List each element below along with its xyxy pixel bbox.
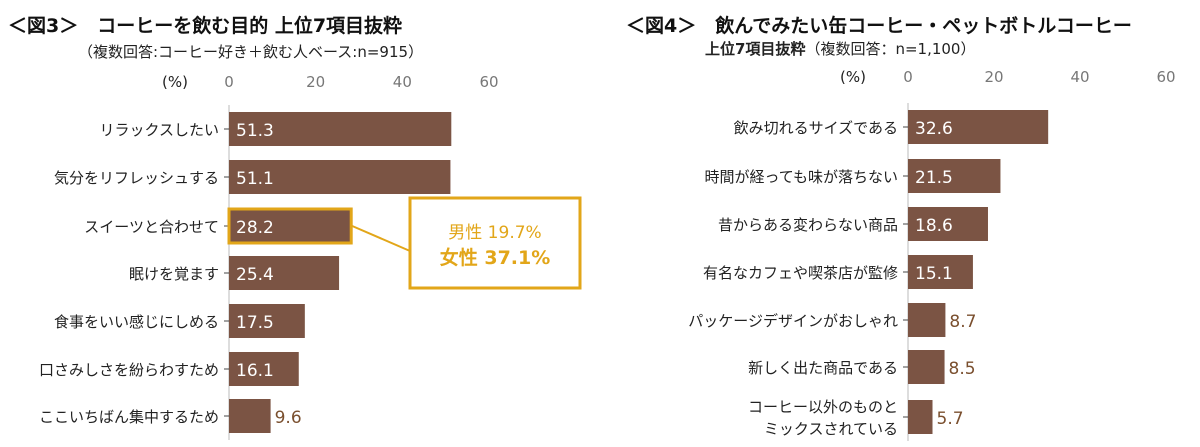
bar xyxy=(908,303,946,337)
data-label: 5.7 xyxy=(937,409,964,429)
bar-highlighted xyxy=(227,207,353,245)
x-tick-label: 60 xyxy=(1156,68,1175,86)
chart1-subtitle: （複数回答:コーヒー好き＋飲む人ベース:n=915） xyxy=(78,43,423,61)
category-label: ミックスされている xyxy=(764,420,898,438)
category-label: スイーツと合わせて xyxy=(84,218,219,236)
bar xyxy=(908,207,988,241)
chart2-title: ＜図4＞ 飲んでみたい缶コーヒー・ペットボトルコーヒー xyxy=(626,14,1132,37)
data-label: 51.3 xyxy=(236,121,274,141)
category-label: パッケージデザインがおしゃれ xyxy=(688,312,898,330)
data-label: 8.5 xyxy=(949,359,976,379)
chart2-subtitle-rest: （複数回答：n=1,100） xyxy=(805,40,975,58)
callout-box xyxy=(408,196,582,290)
category-label: 眠けを覚ます xyxy=(129,265,219,283)
category-label: 時間が経っても味が落ちない xyxy=(704,168,898,186)
bar xyxy=(229,160,451,194)
data-label: 32.6 xyxy=(915,119,953,139)
bar xyxy=(908,350,945,384)
category-label: 食事をいい感じにしめる xyxy=(54,313,219,331)
chart2-unit: (%) xyxy=(840,68,866,86)
data-label: 18.6 xyxy=(915,216,953,236)
category-label: コーヒー以外のものと xyxy=(748,398,898,416)
x-tick-label: 40 xyxy=(393,73,412,91)
bar xyxy=(908,159,1001,193)
category-label: 飲み切れるサイズである xyxy=(734,119,898,137)
bar xyxy=(229,352,299,386)
bar xyxy=(229,112,452,146)
data-label: 16.1 xyxy=(236,361,274,381)
bar xyxy=(229,256,340,290)
callout-connector xyxy=(351,225,411,252)
data-label: 28.2 xyxy=(236,218,274,238)
chart1: 0 20 40 60 リラックスしたい 51.3 気分をリフレッシュする 51.1 スイーツと合… xyxy=(39,73,582,440)
x-tick-label: 20 xyxy=(306,73,325,91)
data-label: 21.5 xyxy=(915,168,953,188)
category-label: リラックスしたい xyxy=(99,121,219,139)
chart2: 0 20 40 60 飲み切れるサイズである 32.6 時間が経っても味が落ちない 21.5 昔… xyxy=(688,68,1176,441)
category-label: ここいちばん集中するため xyxy=(39,408,219,426)
x-tick-label: 0 xyxy=(903,68,913,86)
category-label: 新しく出た商品である xyxy=(748,359,898,377)
category-label: 有名なカフェや喫茶店が監修 xyxy=(703,264,898,282)
data-label: 8.7 xyxy=(949,312,976,332)
data-label: 51.1 xyxy=(236,169,274,189)
bar xyxy=(908,400,933,434)
x-tick-label: 60 xyxy=(479,73,498,91)
chart2-subtitle-bold: 上位7項目抜粋 xyxy=(705,40,805,58)
callout-female: 女性 37.1% xyxy=(440,246,551,269)
bar xyxy=(229,304,305,338)
x-tick-label: 40 xyxy=(1070,68,1089,86)
bar xyxy=(908,255,973,289)
category-label: 口さみしさを紛らわすため xyxy=(39,361,219,379)
data-label: 17.5 xyxy=(236,313,274,333)
chart2-subtitle: 上位7項目抜粋（複数回答：n=1,100） xyxy=(705,40,975,58)
category-label: 昔からある変わらない商品 xyxy=(718,216,898,234)
chart1-unit: (%) xyxy=(162,73,188,91)
callout-male: 男性 19.7% xyxy=(448,223,541,243)
data-label: 15.1 xyxy=(915,264,953,284)
x-tick-label: 20 xyxy=(984,68,1003,86)
x-tick-label: 0 xyxy=(224,73,234,91)
data-label: 9.6 xyxy=(275,408,302,428)
bar xyxy=(908,110,1049,144)
bar xyxy=(229,399,271,433)
chart1-title: ＜図3＞ コーヒーを飲む目的 上位7項目抜粋 xyxy=(8,14,402,37)
data-label: 25.4 xyxy=(236,265,274,285)
category-label: 気分をリフレッシュする xyxy=(54,169,219,187)
